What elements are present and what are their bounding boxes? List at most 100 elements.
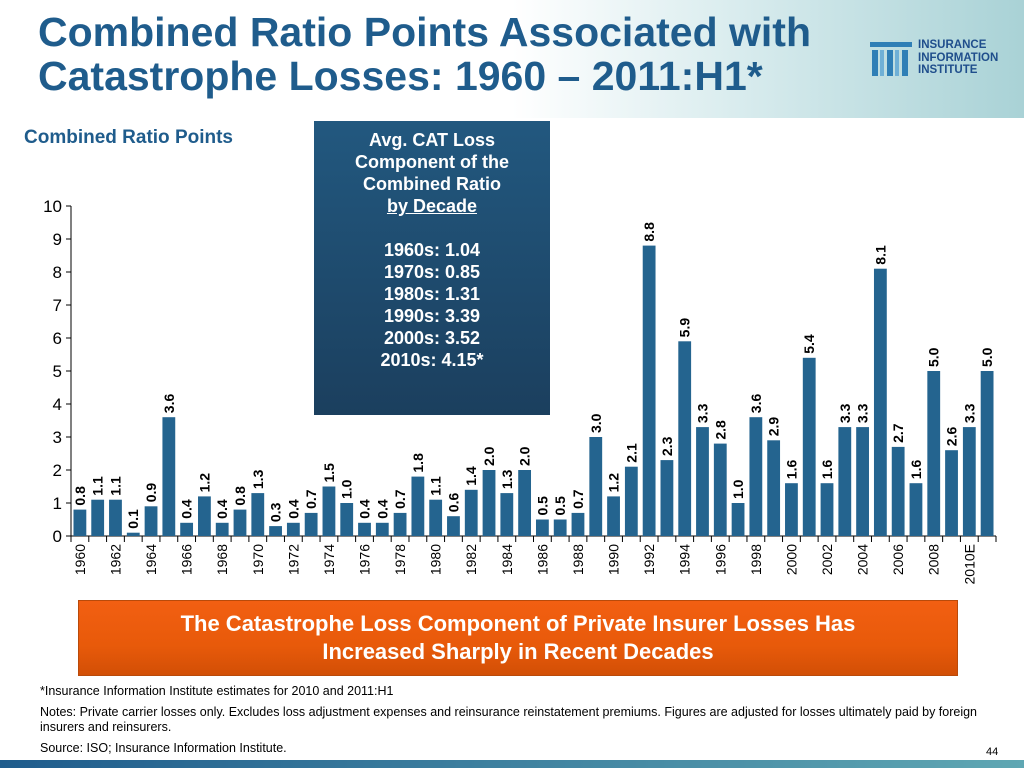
data-label: 3.3 [855,403,871,423]
data-label: 0.4 [285,499,301,519]
decade-box-line-2: Component of the [355,152,509,172]
x-tick-label: 1986 [534,544,550,575]
y-tick-label: 1 [53,494,62,513]
bar [358,522,371,536]
data-label: 1.6 [819,460,835,480]
x-tick-label: 2004 [855,544,871,575]
data-label: 1.3 [250,469,266,489]
data-label: 1.1 [428,476,444,496]
x-tick-label: 1966 [179,544,195,575]
x-tick-label: 1964 [143,544,159,575]
estimate-note: *Insurance Information Institute estimat… [40,684,394,698]
data-label: 0.5 [534,496,550,516]
x-tick-label: 2010E [961,544,977,584]
data-label: 5.4 [801,334,817,354]
bar [678,341,692,536]
bar [215,522,229,536]
callout-line-2: Increased Sharply in Recent Decades [322,639,714,664]
bar [109,499,122,536]
bar [962,427,976,536]
bar [927,371,941,536]
data-label: 0.6 [445,493,461,513]
x-tick-label: 1962 [107,544,123,575]
y-tick-label: 0 [53,527,62,546]
x-tick-label: 2006 [890,544,906,575]
decade-box-line-4: by Decade [386,196,478,216]
bar [820,483,834,536]
decade-avg-2000s: 2000s: 3.52 [383,328,481,348]
data-label: 2.9 [766,417,782,437]
bar [429,499,443,536]
header-band [0,0,1024,118]
data-label: 3.3 [694,403,710,423]
x-tick-label: 2008 [926,544,942,575]
data-label: 1.8 [410,453,426,473]
bar [838,427,852,536]
data-label: 1.0 [339,479,355,499]
bar [322,486,336,536]
bar [571,512,585,536]
x-tick-label: 1974 [321,544,337,575]
data-label: 0.4 [214,499,230,519]
title-line-1: Combined Ratio Points Associated with [38,9,811,55]
data-label: 1.5 [321,463,337,483]
x-tick-label: 1968 [214,544,230,575]
data-label: 2.6 [944,427,960,447]
x-tick-label: 1990 [606,544,622,575]
data-label: 2.0 [517,446,533,466]
bar [909,483,923,536]
bar [696,427,709,536]
bar [411,476,425,536]
source-note: Source: ISO; Insurance Information Insti… [40,741,287,755]
data-label: 8.8 [641,222,657,242]
x-tick-label: 1982 [463,544,479,575]
x-tick-label: 1978 [392,544,408,575]
data-label: 1.3 [499,469,515,489]
bar [731,503,745,536]
logo-line-2: INFORMATION [918,51,999,64]
x-tick-label: 1960 [72,544,88,575]
callout-line-1: The Catastrophe Loss Component of Privat… [180,611,856,636]
y-tick-label: 8 [53,263,62,282]
bar [891,446,905,536]
data-label: 1.6 [783,460,799,480]
decade-avg-1990s: 1990s: 3.39 [383,306,481,326]
x-tick-label: 1998 [748,544,764,575]
data-label: 3.0 [588,413,604,433]
bar [73,509,87,536]
iii-logo-icon [870,42,912,76]
y-tick-label: 7 [53,296,62,315]
bar [945,450,958,536]
data-label: 0.8 [232,486,248,506]
data-label: 0.3 [268,502,284,522]
bar [162,417,176,536]
bar [785,483,798,536]
data-label: 0.7 [303,489,319,509]
decade-avg-1960s: 1960s: 1.04 [383,240,481,260]
bar [340,503,354,536]
x-tick-label: 1994 [677,544,693,575]
decade-box-spacer [314,217,550,239]
data-label: 0.7 [392,489,408,509]
x-tick-label: 2002 [819,544,835,575]
y-tick-label: 5 [53,362,62,381]
callout-banner: The Catastrophe Loss Component of Privat… [78,600,958,676]
x-tick-label: 1984 [499,544,515,575]
data-label: 2.3 [659,436,675,456]
bar [180,522,194,536]
bar [286,522,300,536]
data-label: 5.0 [979,347,995,367]
bar [91,499,105,536]
data-label: 1.2 [606,473,622,493]
data-label: 1.0 [730,479,746,499]
x-tick-label: 1996 [712,544,728,575]
x-tick-label: 1992 [641,544,657,575]
bar [660,460,674,536]
bar [304,512,318,536]
bar [535,519,549,536]
bar [802,357,816,536]
data-label: 1.6 [908,460,924,480]
data-label: 0.4 [179,499,195,519]
bar [642,245,656,536]
data-label: 1.1 [107,476,123,496]
